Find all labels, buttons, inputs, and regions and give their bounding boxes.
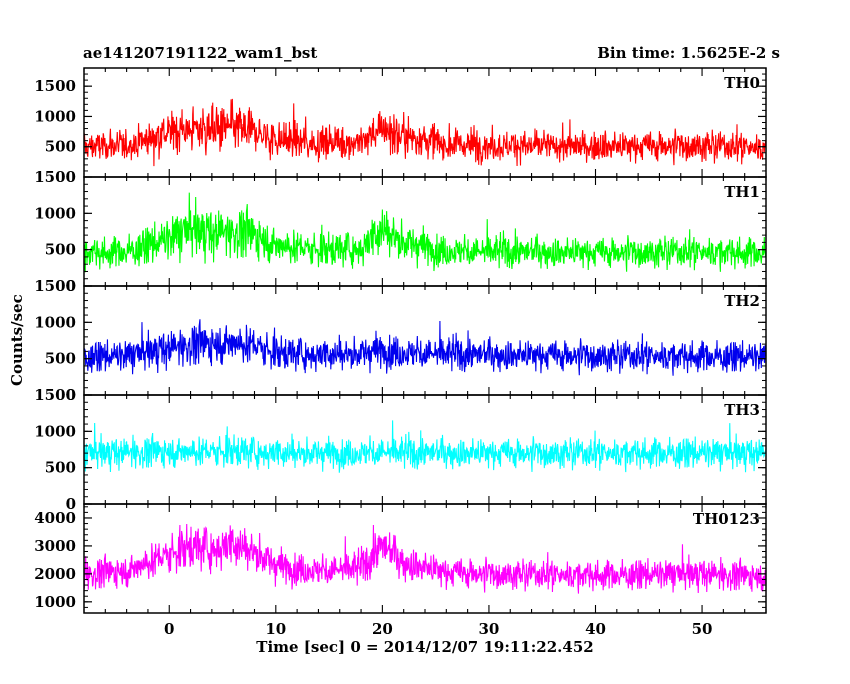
y-tick-label: 4000	[34, 509, 76, 527]
panel-label-th0123: TH0123	[693, 510, 760, 528]
series-line-th3	[84, 420, 766, 473]
x-tick-label: 50	[692, 620, 713, 638]
y-tick-label: 0	[66, 277, 76, 295]
y-tick-label: 0	[66, 495, 76, 513]
y-tick-label: 1000	[34, 313, 76, 331]
y-tick-label: 1000	[34, 593, 76, 611]
y-tick-label: 3000	[34, 537, 76, 555]
bin-time-label: Bin time: 1.5625E-2 s	[597, 44, 780, 62]
y-tick-label: 500	[45, 350, 76, 368]
y-tick-label: 1000	[34, 107, 76, 125]
x-tick-label: 40	[585, 620, 606, 638]
y-tick-label: 1500	[34, 77, 76, 95]
series-line-th0123	[84, 524, 766, 594]
series-line-th1	[84, 192, 766, 273]
y-tick-label: 1500	[34, 386, 76, 404]
y-tick-label: 1500	[34, 168, 76, 186]
y-axis-label: Counts/sec	[8, 294, 26, 386]
y-tick-label: 1000	[34, 422, 76, 440]
panel-frame-th2	[83, 285, 767, 396]
panel-label-th0: TH0	[724, 74, 760, 92]
chart-title: ae141207191122_wam1_bst	[83, 44, 318, 62]
panel-label-th2: TH2	[724, 292, 760, 310]
y-tick-label: 500	[45, 138, 76, 156]
x-tick-label: 30	[479, 620, 500, 638]
y-tick-label: 0	[66, 386, 76, 404]
y-tick-label: 1500	[34, 277, 76, 295]
y-tick-label: 2000	[34, 565, 76, 583]
x-tick-label: 20	[372, 620, 393, 638]
y-tick-label: 500	[45, 459, 76, 477]
x-tick-label: 0	[164, 620, 174, 638]
panel-label-th1: TH1	[724, 183, 760, 201]
x-tick-label: 10	[265, 620, 286, 638]
series-line-th2	[84, 319, 766, 376]
y-tick-label: 500	[45, 241, 76, 259]
panel-label-th3: TH3	[724, 401, 760, 419]
x-axis-label: Time [sec] 0 = 2014/12/07 19:11:22.452	[256, 638, 594, 656]
series-line-th0	[84, 98, 766, 167]
y-tick-label: 1000	[34, 204, 76, 222]
